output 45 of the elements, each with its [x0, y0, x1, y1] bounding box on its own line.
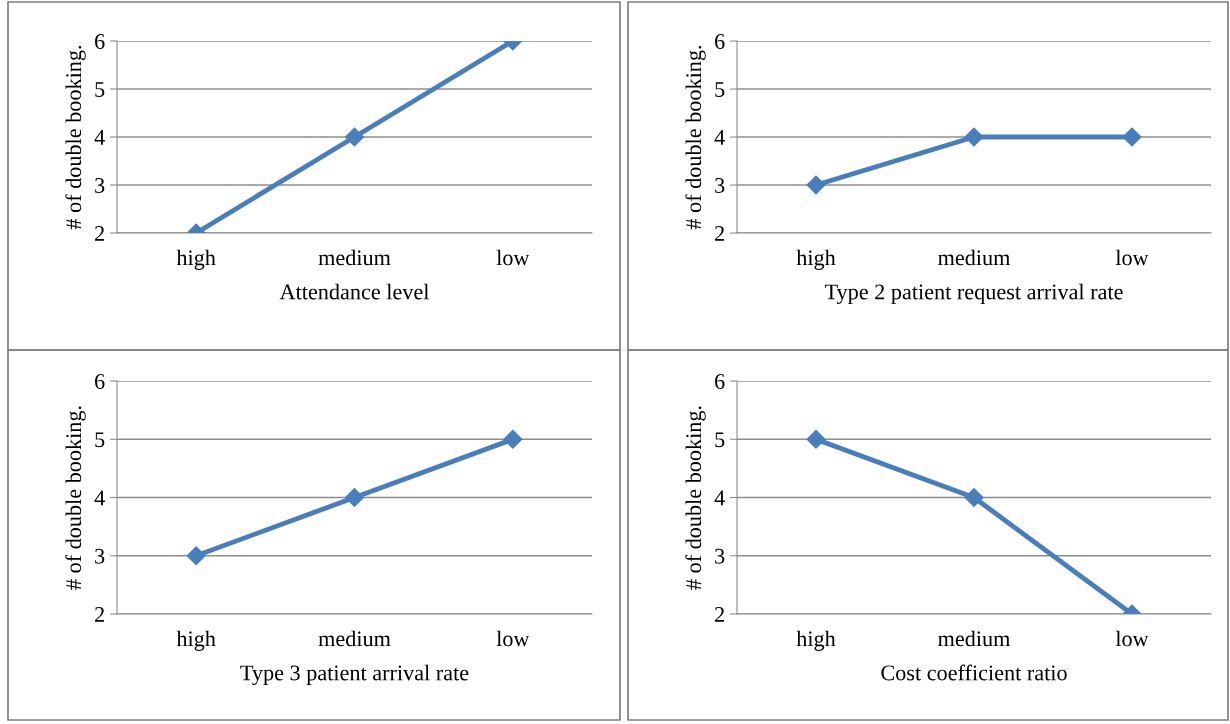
x-axis-title: Attendance level	[279, 283, 430, 300]
x-tick-label: low	[496, 249, 530, 266]
y-axis-title: # of double booking.	[65, 45, 86, 230]
x-tick-label: high	[176, 630, 216, 651]
y-tick-label: 6	[715, 373, 725, 389]
y-tick-label: 3	[715, 548, 725, 564]
y-tick-label: 2	[715, 225, 724, 241]
x-tick-label: high	[176, 249, 216, 270]
y-tick-label: 5	[95, 82, 105, 97]
y-tick-label: 4	[94, 490, 105, 506]
x-tick-label: low	[496, 630, 530, 647]
y-tick-label: 6	[715, 33, 725, 49]
y-tick-label: 5	[715, 82, 725, 97]
y-tick-label: 6	[95, 373, 105, 389]
y-tick-label: 2	[715, 606, 724, 622]
x-tick-label: low	[1115, 249, 1149, 266]
point	[806, 429, 826, 449]
y-tick-label: 3	[95, 548, 105, 564]
y-tick-label: 6	[95, 33, 105, 49]
point	[344, 487, 365, 508]
y-tick-label: 4	[714, 490, 725, 506]
y-tick-label: 3	[95, 177, 105, 193]
x-tick-label: low	[1115, 630, 1149, 647]
y-tick-label: 4	[94, 130, 105, 145]
y-tick-label: 2	[95, 225, 104, 241]
x-tick-label: medium	[318, 630, 391, 647]
x-tick-label: medium	[938, 249, 1011, 266]
point	[964, 487, 984, 508]
y-axis-title: # of double booking.	[65, 406, 86, 590]
point	[186, 546, 206, 566]
y-tick-label: 5	[95, 432, 105, 448]
y-tick-label: 5	[715, 432, 725, 448]
x-tick-label: high	[796, 249, 836, 270]
y-tick-label: 4	[714, 130, 725, 145]
y-axis-title: # of double booking.	[685, 406, 706, 590]
y-tick-label: 2	[95, 606, 104, 622]
x-axis-title: Type 2 patient request arrival rate	[824, 283, 1123, 304]
point	[503, 429, 523, 449]
x-axis-title: Cost coefficient ratio	[881, 664, 1067, 681]
x-tick-label: medium	[938, 630, 1011, 647]
x-tick-label: high	[796, 630, 836, 651]
x-axis-title: Type 3 patient arrival rate	[240, 664, 469, 685]
y-axis-title: # of double booking.	[685, 45, 706, 230]
x-tick-label: medium	[318, 249, 391, 266]
y-tick-label: 3	[715, 177, 725, 193]
